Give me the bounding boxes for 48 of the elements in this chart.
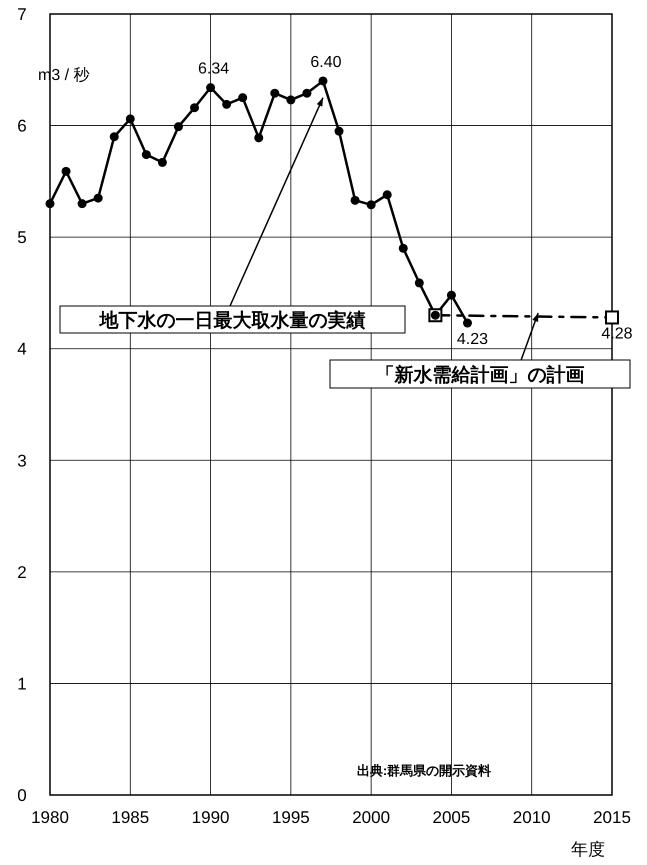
point bbox=[446, 290, 456, 300]
point bbox=[286, 95, 296, 104]
y-tick-label: 5 bbox=[17, 228, 27, 248]
point bbox=[302, 88, 312, 98]
point bbox=[110, 132, 119, 142]
x-tick-label: 2000 bbox=[352, 808, 390, 827]
point bbox=[62, 166, 71, 176]
x-tick-label: 1985 bbox=[111, 808, 150, 827]
y-tick-label: 6 bbox=[17, 116, 27, 136]
point bbox=[366, 200, 376, 210]
x-tick-label: 2005 bbox=[432, 808, 470, 827]
annotation: 地下水の一日最大取水量の実績 bbox=[98, 310, 366, 332]
point bbox=[318, 76, 328, 86]
y-tick-label: 3 bbox=[17, 451, 27, 470]
y-tick-label: 0 bbox=[17, 786, 27, 805]
point bbox=[158, 158, 167, 167]
point bbox=[46, 199, 54, 208]
x-tick-label: 1995 bbox=[272, 808, 310, 827]
point bbox=[206, 83, 216, 92]
point bbox=[142, 150, 151, 160]
x-tick-label: 2015 bbox=[593, 808, 631, 827]
x-tick-label: 1990 bbox=[192, 808, 230, 827]
x-tick-label: 2010 bbox=[512, 808, 551, 827]
point bbox=[174, 122, 183, 132]
y-tick-label: 4 bbox=[17, 340, 27, 359]
point bbox=[222, 100, 232, 109]
y-tick-label: 7 bbox=[17, 5, 27, 24]
y-tick-label: 2 bbox=[17, 562, 27, 582]
point bbox=[462, 318, 472, 328]
point bbox=[254, 133, 264, 142]
data-label: 4.23 bbox=[456, 331, 488, 348]
point bbox=[350, 196, 360, 205]
point bbox=[334, 126, 344, 136]
y-tick-label: 1 bbox=[17, 674, 27, 694]
point bbox=[398, 244, 408, 253]
point bbox=[126, 114, 135, 124]
point bbox=[605, 310, 619, 324]
point bbox=[414, 278, 424, 288]
point bbox=[270, 88, 280, 98]
x-tick-label: 1980 bbox=[31, 808, 69, 827]
point bbox=[94, 194, 103, 203]
point bbox=[382, 190, 392, 200]
annotation: 「新水需給計画」の計画 bbox=[376, 364, 584, 386]
point bbox=[190, 103, 200, 112]
data-label: 6.40 bbox=[310, 54, 342, 71]
point bbox=[238, 93, 248, 102]
x-axis-title: 年度 bbox=[571, 840, 605, 859]
point bbox=[78, 199, 87, 208]
